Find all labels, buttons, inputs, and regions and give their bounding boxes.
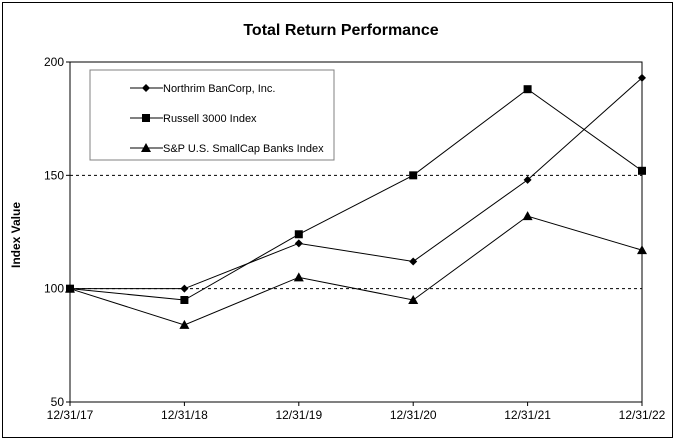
legend-box	[89, 69, 335, 161]
point-s2-4	[522, 211, 533, 221]
point-s2-0	[65, 283, 75, 293]
y-tick-label-50: 50	[51, 395, 65, 409]
point-s2-1	[179, 319, 190, 329]
legend-marker-2	[141, 143, 151, 152]
point-s1-5	[638, 166, 646, 175]
x-tick-label-5: 12/31/22	[619, 408, 666, 422]
legend-label-2: S&P U.S. SmallCap Banks Index	[163, 143, 324, 155]
x-axis-ticks: 12/31/17 12/31/18 12/31/19 12/31/20 12/31/21…	[47, 402, 666, 422]
y-tick-label-100: 100	[44, 282, 64, 296]
point-s1-3	[409, 171, 418, 180]
x-tick-label-2: 12/31/19	[275, 408, 322, 422]
legend: Northrim BanCorp, Inc. Russell 3000 Index…	[89, 69, 335, 161]
point-s2-5	[637, 245, 647, 255]
point-s1-1	[180, 296, 189, 304]
point-s0-1	[180, 284, 189, 293]
x-tick-label-3: 12/31/20	[390, 408, 437, 422]
point-s1-4	[523, 85, 532, 94]
x-tick-label-4: 12/31/21	[504, 408, 551, 422]
legend-label-1: Russell 3000 Index	[163, 113, 257, 125]
point-s0-5	[638, 73, 646, 82]
point-s0-3	[409, 257, 418, 266]
legend-label-0: Northrim BanCorp, Inc.	[163, 83, 275, 95]
legend-marker-0	[142, 84, 150, 92]
x-tick-label-0: 12/31/17	[47, 408, 94, 422]
chart-title: Total Return Performance	[243, 22, 438, 39]
gridlines	[70, 174, 642, 290]
series-line-1	[69, 88, 643, 301]
plot-area-border	[69, 61, 643, 403]
y-tick-label-150: 150	[44, 168, 64, 182]
chart-svg: Total Return Performance Index Value 501…	[9, 22, 666, 422]
point-s2-3	[408, 295, 419, 304]
point-s2-2	[293, 272, 304, 282]
series-line-2	[69, 215, 643, 326]
chart-frame: Total Return Performance Index Value 50 1…	[2, 2, 673, 438]
series-2	[65, 211, 647, 329]
y-axis-ticks: 50 100 150 200	[44, 55, 70, 409]
x-tick-label-1: 12/31/18	[161, 408, 208, 422]
series-line-0	[70, 77, 643, 290]
legend-marker-1	[142, 114, 150, 122]
point-s1-2	[294, 230, 303, 239]
y-axis-label: Index Value	[9, 202, 23, 268]
series-layer	[65, 73, 647, 329]
y-tick-label-200: 200	[44, 55, 64, 69]
point-s0-2	[294, 239, 303, 248]
point-s0-4	[523, 175, 532, 184]
